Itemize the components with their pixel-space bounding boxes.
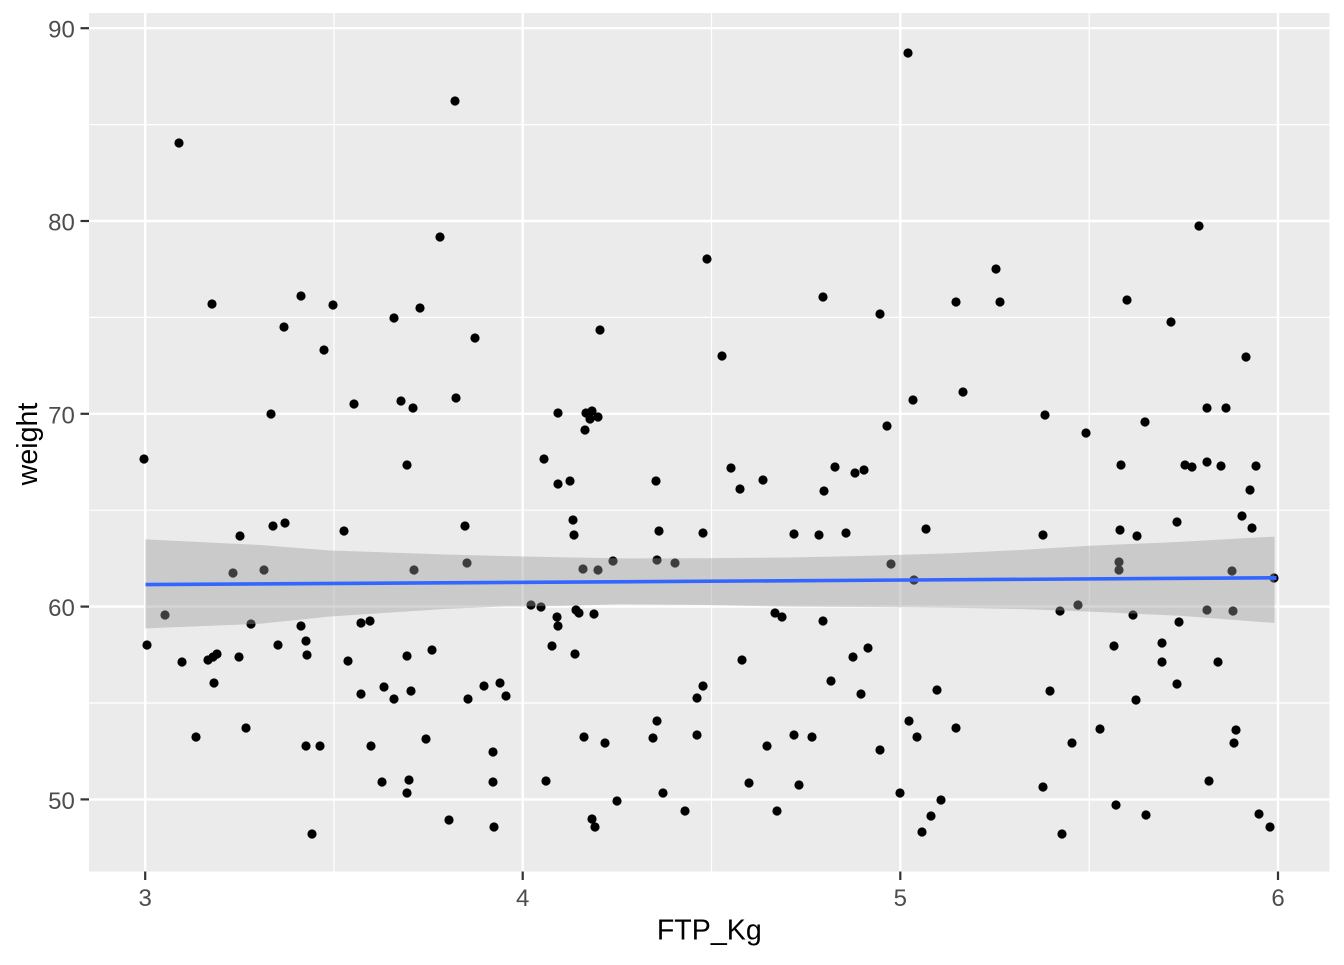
svg-text:90: 90 bbox=[48, 17, 75, 44]
svg-text:6: 6 bbox=[1271, 885, 1284, 912]
svg-text:80: 80 bbox=[48, 210, 75, 237]
svg-text:5: 5 bbox=[894, 885, 907, 912]
svg-text:3: 3 bbox=[139, 885, 152, 912]
svg-text:50: 50 bbox=[48, 788, 75, 815]
svg-text:60: 60 bbox=[48, 595, 75, 622]
svg-text:weight: weight bbox=[12, 403, 44, 487]
svg-text:70: 70 bbox=[48, 402, 75, 429]
svg-text:4: 4 bbox=[516, 885, 529, 912]
svg-text:FTP_Kg: FTP_Kg bbox=[657, 915, 762, 947]
